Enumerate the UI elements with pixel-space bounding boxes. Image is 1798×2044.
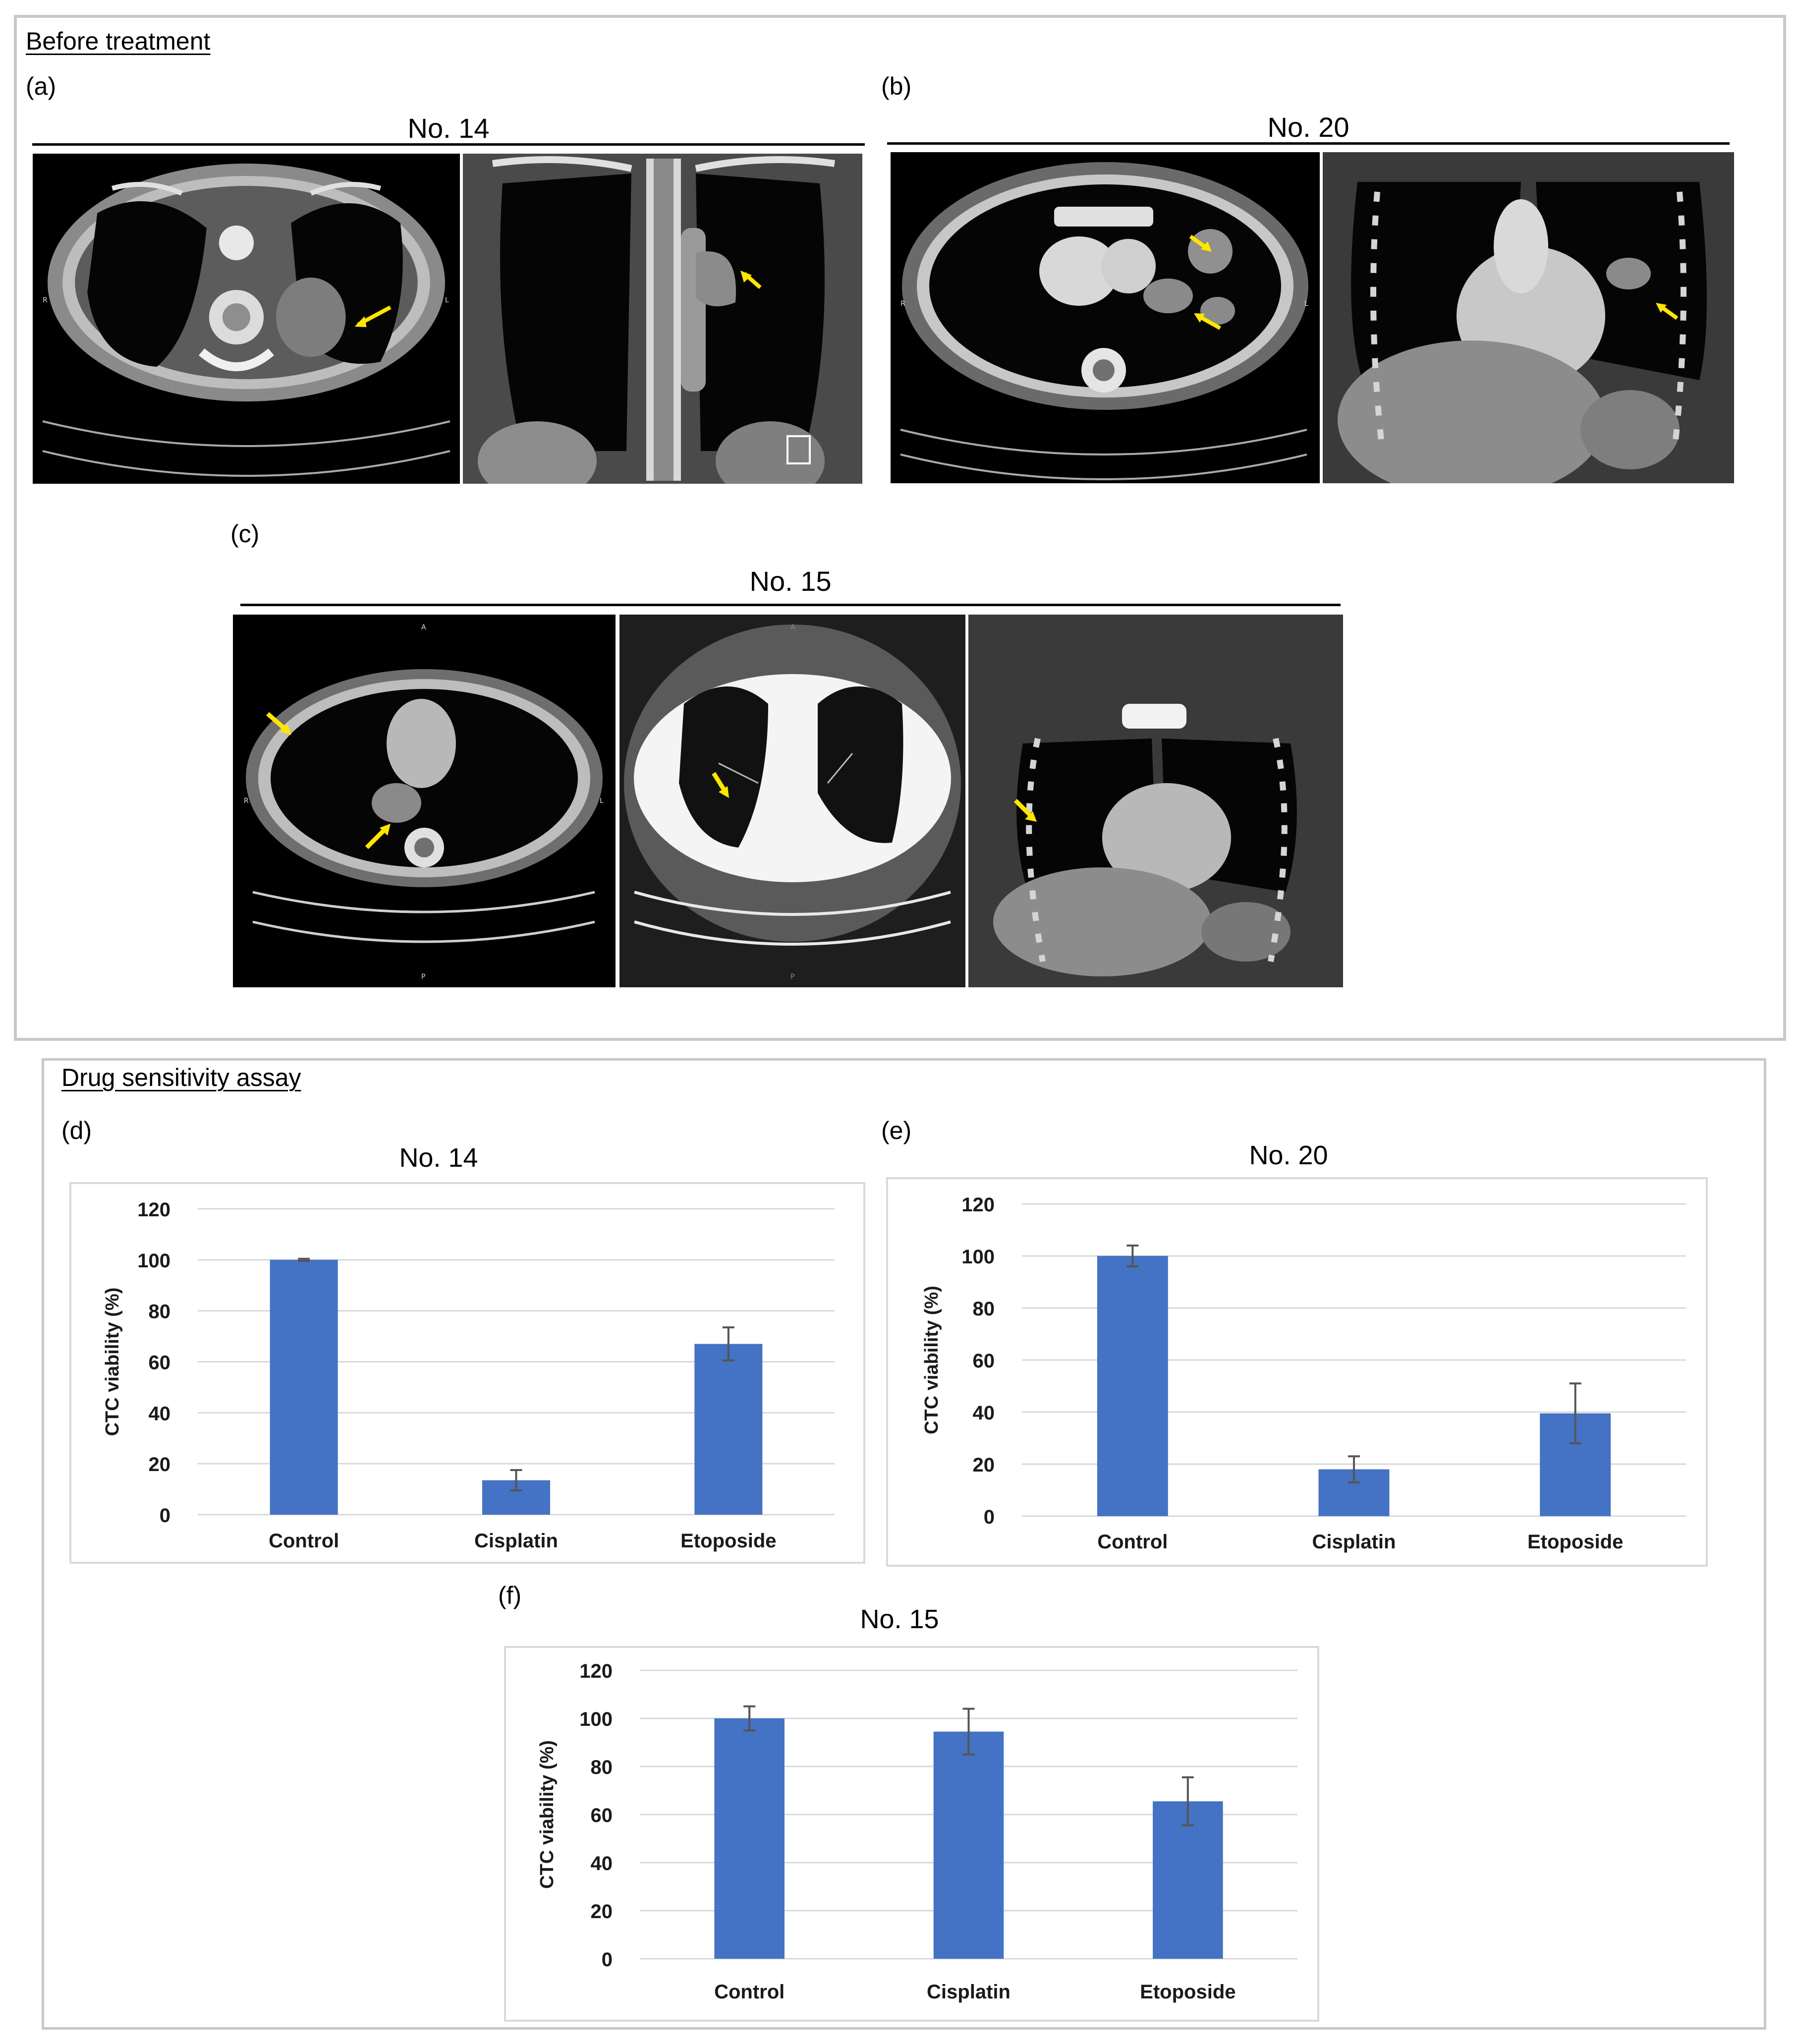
svg-text:L: L (1304, 300, 1308, 308)
bar-etoposide (694, 1344, 763, 1515)
svg-text:R: R (43, 296, 48, 304)
section-title-assay: Drug sensitivity assay (61, 1064, 301, 1091)
case-title-c: No. 15 (749, 566, 832, 597)
y-axis-label: CTC viability (%) (102, 1288, 123, 1436)
y-tick-label: 0 (984, 1506, 995, 1528)
y-tick-label: 0 (602, 1949, 613, 1971)
case-title-a: No. 14 (407, 113, 490, 144)
ct-image-b-coronal (1323, 152, 1734, 483)
y-tick-label: 60 (591, 1805, 613, 1826)
y-tick-label: 80 (591, 1757, 613, 1778)
svg-text:R: R (244, 797, 249, 805)
ct-image-c-lung-window: A P (619, 615, 965, 987)
bar-control (270, 1259, 338, 1515)
ct-image-b-axial: R L (891, 152, 1320, 483)
rule-b (887, 142, 1730, 145)
category-label: Etoposide (1527, 1531, 1623, 1553)
svg-text:A: A (421, 624, 426, 631)
y-tick-label: 20 (973, 1454, 995, 1476)
y-tick-label: 80 (973, 1298, 995, 1320)
y-tick-label: 60 (149, 1352, 171, 1374)
y-tick-label: 60 (973, 1350, 995, 1372)
error-bar (298, 1257, 310, 1262)
rule-c (240, 604, 1341, 606)
panel-label-d: (d) (61, 1117, 92, 1144)
y-tick-label: 100 (579, 1708, 613, 1730)
error-bar (962, 1707, 975, 1756)
chart-box-e: 0 20 40 60 80 100 120 CTC viability (%) Control C… (886, 1177, 1708, 1567)
chart-title-f: No. 15 (860, 1604, 939, 1634)
category-label: Control (1097, 1531, 1168, 1553)
panel-label-f: (f) (498, 1582, 522, 1609)
svg-text:P: P (421, 973, 425, 981)
panel-label-c: (c) (230, 520, 260, 548)
error-bar (1181, 1776, 1194, 1826)
svg-text:A: A (790, 624, 795, 631)
y-tick-label: 40 (591, 1853, 613, 1874)
category-label: Cisplatin (474, 1530, 558, 1552)
panel-label-b: (b) (881, 72, 912, 100)
case-title-b: No. 20 (1267, 112, 1349, 143)
y-axis-label: CTC viability (%) (537, 1740, 558, 1889)
bar-cisplatin (933, 1731, 1004, 1959)
category-label: Cisplatin (927, 1981, 1011, 2003)
svg-text:L: L (600, 797, 604, 805)
y-tick-label: 120 (579, 1660, 613, 1682)
y-tick-label: 100 (137, 1250, 170, 1272)
error-bar (1569, 1382, 1581, 1444)
y-tick-label: 120 (961, 1194, 995, 1216)
rule-a (32, 143, 865, 146)
y-tick-label: 40 (973, 1402, 995, 1424)
bar-chart-f: 0 20 40 60 80 100 120 CTC viability (%) Control C… (537, 1660, 1297, 2003)
section-title-before: Before treatment (26, 27, 211, 55)
ct-image-a-axial: R L (33, 154, 460, 484)
y-tick-label: 0 (160, 1505, 170, 1527)
svg-text:R: R (900, 300, 905, 308)
y-axis-label: CTC viability (%) (921, 1286, 942, 1434)
category-label: Control (714, 1981, 785, 2003)
bar-control (1097, 1256, 1168, 1516)
chart-title-e: No. 20 (1249, 1140, 1328, 1170)
bar-chart-e: 0 20 40 60 80 100 120 CTC viability (%) Control C… (921, 1194, 1686, 1553)
y-tick-label: 20 (149, 1454, 171, 1476)
y-tick-label: 40 (149, 1403, 171, 1424)
ct-image-c-coronal (968, 615, 1343, 987)
error-bar (510, 1469, 522, 1492)
bar-control (714, 1718, 785, 1959)
bar-etoposide (1153, 1801, 1223, 1959)
category-label: Etoposide (1140, 1981, 1236, 2003)
error-bar (722, 1326, 734, 1362)
category-label: Cisplatin (1312, 1531, 1396, 1553)
chart-title-d: No. 14 (399, 1143, 478, 1173)
y-tick-label: 120 (137, 1199, 170, 1221)
bar-chart-d: 0 20 40 60 80 100 120 CTC viability (%) Control C… (102, 1199, 835, 1552)
svg-text:P: P (790, 973, 794, 981)
error-bar (1126, 1245, 1139, 1267)
error-bar (743, 1705, 756, 1732)
svg-text:L: L (445, 296, 449, 304)
category-label: Etoposide (680, 1530, 776, 1552)
panel-label-e: (e) (881, 1117, 912, 1144)
category-label: Control (269, 1530, 339, 1552)
ct-image-c-axial: A R L P (233, 615, 616, 987)
y-tick-label: 80 (149, 1301, 171, 1323)
error-bar (1348, 1455, 1360, 1483)
panel-label-a: (a) (26, 72, 56, 100)
y-tick-label: 100 (961, 1246, 995, 1268)
ct-image-a-coronal (463, 154, 862, 484)
y-tick-label: 20 (591, 1901, 613, 1923)
chart-box-d: 0 20 40 60 80 100 120 CTC viability (%) Control C… (69, 1182, 865, 1564)
chart-box-f: 0 20 40 60 80 100 120 CTC viability (%) Control C… (504, 1646, 1319, 2022)
